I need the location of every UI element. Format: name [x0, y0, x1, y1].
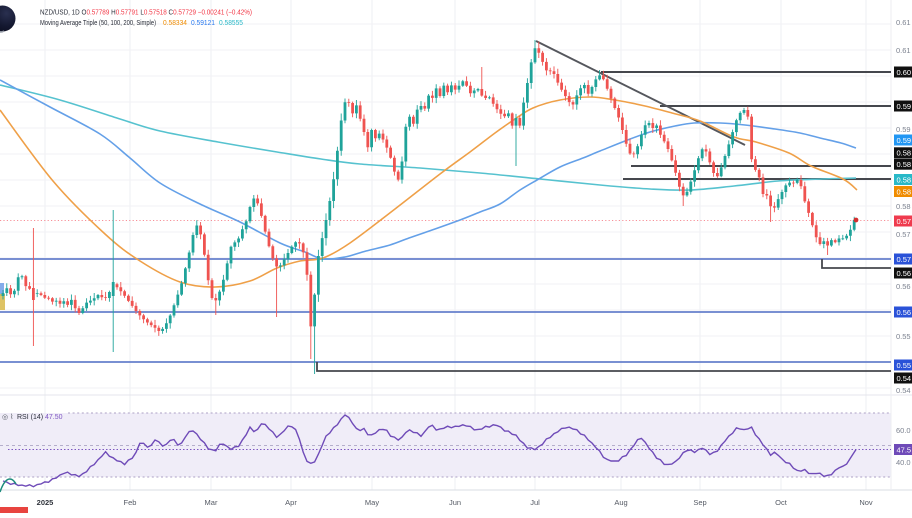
svg-text:May: May — [365, 498, 379, 507]
svg-text:0.57: 0.57 — [897, 217, 912, 226]
svg-text:0.61: 0.61 — [896, 46, 911, 55]
svg-text:0.58: 0.58 — [897, 175, 912, 184]
svg-text:Nov: Nov — [859, 498, 873, 507]
svg-text:Oct: Oct — [775, 498, 788, 507]
svg-text:0.55: 0.55 — [897, 361, 912, 370]
svg-text:Apr: Apr — [285, 498, 297, 507]
svg-text:47.5: 47.5 — [897, 445, 912, 454]
svg-text:0.55: 0.55 — [896, 332, 911, 341]
svg-text:0.57: 0.57 — [897, 255, 912, 264]
svg-text:0.58: 0.58 — [897, 149, 912, 158]
svg-text:RSI (14) 47.50: RSI (14) 47.50 — [17, 414, 63, 421]
svg-text:Mar: Mar — [205, 498, 218, 507]
svg-text:0.56: 0.56 — [896, 282, 911, 291]
svg-text:0.59121: 0.59121 — [191, 20, 215, 27]
svg-text:Jun: Jun — [449, 498, 461, 507]
svg-text:0.58334: 0.58334 — [163, 20, 187, 27]
svg-text:Aug: Aug — [614, 498, 627, 507]
svg-text:0.61: 0.61 — [896, 18, 911, 27]
svg-text:0.54: 0.54 — [896, 386, 911, 395]
svg-text:2025: 2025 — [37, 498, 54, 507]
svg-text:0.56: 0.56 — [897, 269, 912, 278]
svg-text:40.0: 40.0 — [896, 458, 911, 467]
svg-text:Feb: Feb — [124, 498, 137, 507]
svg-text:0.58555: 0.58555 — [219, 20, 243, 27]
svg-text:0.60: 0.60 — [897, 68, 912, 77]
svg-text:0.54: 0.54 — [897, 374, 912, 383]
svg-text:60.0: 60.0 — [896, 426, 911, 435]
svg-text:Sep: Sep — [693, 498, 706, 507]
svg-text:0.58: 0.58 — [896, 202, 911, 211]
svg-text:0.58: 0.58 — [897, 160, 912, 169]
svg-text:0.59: 0.59 — [897, 136, 912, 145]
svg-text:0.58: 0.58 — [897, 187, 912, 196]
svg-text:NZD/USD, 1D O0.57789 H0.57791: NZD/USD, 1D O0.57789 H0.57791 L0.57518 C… — [40, 10, 252, 17]
svg-text:0.57: 0.57 — [896, 230, 911, 239]
svg-text:0.59: 0.59 — [897, 102, 912, 111]
svg-text:Moving Average Triple (50, 100: Moving Average Triple (50, 100, 200, Sim… — [40, 20, 156, 27]
svg-text:Jul: Jul — [530, 498, 540, 507]
svg-text:0.59: 0.59 — [896, 125, 911, 134]
svg-text:0.56: 0.56 — [897, 308, 912, 317]
svg-text:◎ ⌇: ◎ ⌇ — [2, 413, 13, 421]
